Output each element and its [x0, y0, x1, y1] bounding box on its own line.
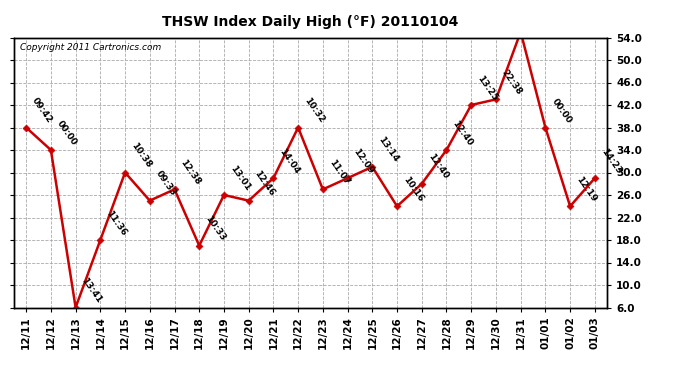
Text: 13:01: 13:01	[228, 164, 252, 192]
Text: 12:19: 12:19	[574, 175, 598, 204]
Text: 00:00: 00:00	[549, 96, 573, 125]
Text: 10:16: 10:16	[401, 175, 425, 204]
Text: Copyright 2011 Cartronics.com: Copyright 2011 Cartronics.com	[20, 43, 161, 52]
Text: 00:00: 00:00	[55, 119, 79, 147]
Text: 12:46: 12:46	[253, 169, 277, 198]
Text: 11:36: 11:36	[104, 209, 128, 237]
Text: 10:38: 10:38	[129, 141, 153, 170]
Text: 13:41: 13:41	[80, 276, 104, 305]
Text: 14:23: 14:23	[599, 147, 623, 176]
Text: 13:25: 13:25	[475, 74, 499, 102]
Text: 11:33: 11:33	[0, 374, 1, 375]
Text: 09:42: 09:42	[30, 96, 55, 125]
Text: THSW Index Daily High (°F) 20110104: THSW Index Daily High (°F) 20110104	[162, 15, 459, 29]
Text: 11:07: 11:07	[327, 158, 351, 187]
Text: 10:32: 10:32	[302, 96, 326, 125]
Text: 12:38: 12:38	[179, 158, 202, 187]
Text: 12:40: 12:40	[426, 152, 450, 181]
Text: 12:09: 12:09	[352, 147, 375, 176]
Text: 09:33: 09:33	[154, 169, 178, 198]
Text: 13:14: 13:14	[377, 135, 400, 164]
Text: 10:33: 10:33	[204, 214, 227, 243]
Text: 22:38: 22:38	[500, 68, 524, 97]
Text: 14:04: 14:04	[277, 147, 302, 176]
Text: 12:40: 12:40	[451, 118, 475, 147]
